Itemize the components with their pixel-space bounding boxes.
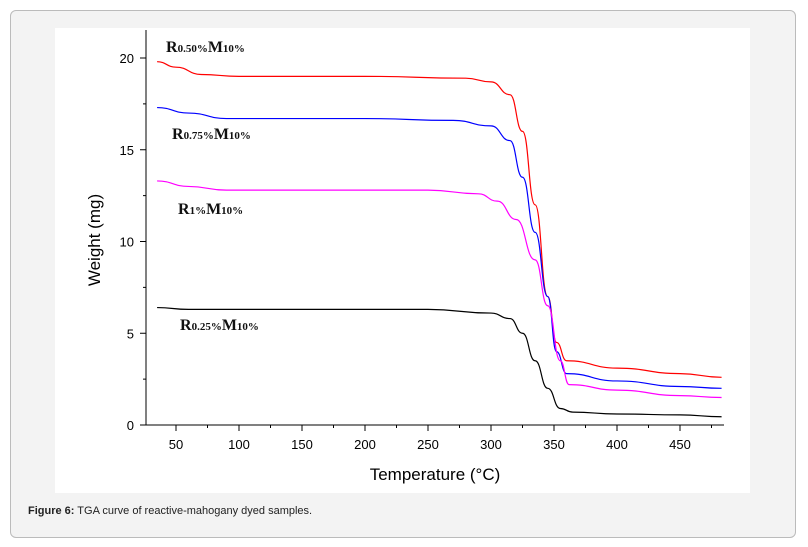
x-tick-label: 350 <box>543 437 565 452</box>
series-label-part: 0.25% <box>192 321 222 333</box>
x-tick-label: 250 <box>417 437 439 452</box>
x-tick-label: 100 <box>228 437 250 452</box>
x-tick-label: 200 <box>354 437 376 452</box>
x-tick-label: 150 <box>291 437 313 452</box>
series-label-part: R <box>166 39 178 56</box>
series-label: R0.25%M10% <box>180 317 259 334</box>
series-label-part: 10% <box>223 43 245 55</box>
series-label-part: M <box>208 39 223 56</box>
y-tick-label: 5 <box>127 326 134 341</box>
y-tick-label: 0 <box>127 418 134 433</box>
series-label-part: 10% <box>221 205 243 217</box>
chart-background <box>55 28 750 493</box>
series-line-R0.25%M10% <box>157 306 722 418</box>
y-tick-label: 20 <box>120 51 134 66</box>
caption-label: Figure 6: <box>28 505 75 517</box>
caption-text: TGA curve of reactive-mahogany dyed samp… <box>74 505 313 517</box>
series-label-part: 10% <box>229 130 251 142</box>
series-label-part: R <box>180 317 192 334</box>
y-tick-label: 10 <box>120 235 134 250</box>
series-label-part: 0.75% <box>184 130 214 142</box>
series-label: R0.50%M10% <box>166 39 245 56</box>
series-label: R0.75%M10% <box>172 126 251 143</box>
x-axis-label: Temperature (°C) <box>370 465 501 484</box>
series-line-R0.50%M10% <box>157 61 722 378</box>
y-tick-label: 15 <box>120 143 134 158</box>
figure-caption: Figure 6: TGA curve of reactive-mahogany… <box>28 505 312 517</box>
series-label-part: R <box>178 201 190 218</box>
series-line-R1%M10% <box>157 180 722 399</box>
series-label-part: R <box>172 126 184 143</box>
series-label-part: 1% <box>190 205 207 217</box>
series-line-R0.75%M10% <box>157 106 722 389</box>
series-label-part: M <box>214 126 229 143</box>
series-label-part: M <box>206 201 221 218</box>
y-axis-label: Weight (mg) <box>85 194 104 286</box>
x-tick-label: 400 <box>606 437 628 452</box>
series-label-part: M <box>222 317 237 334</box>
series-label-part: 10% <box>237 321 259 333</box>
x-tick-label: 450 <box>669 437 691 452</box>
series-label-part: 0.50% <box>178 43 208 55</box>
x-tick-label: 50 <box>169 437 183 452</box>
x-tick-label: 300 <box>480 437 502 452</box>
series-label: R1%M10% <box>178 201 243 218</box>
